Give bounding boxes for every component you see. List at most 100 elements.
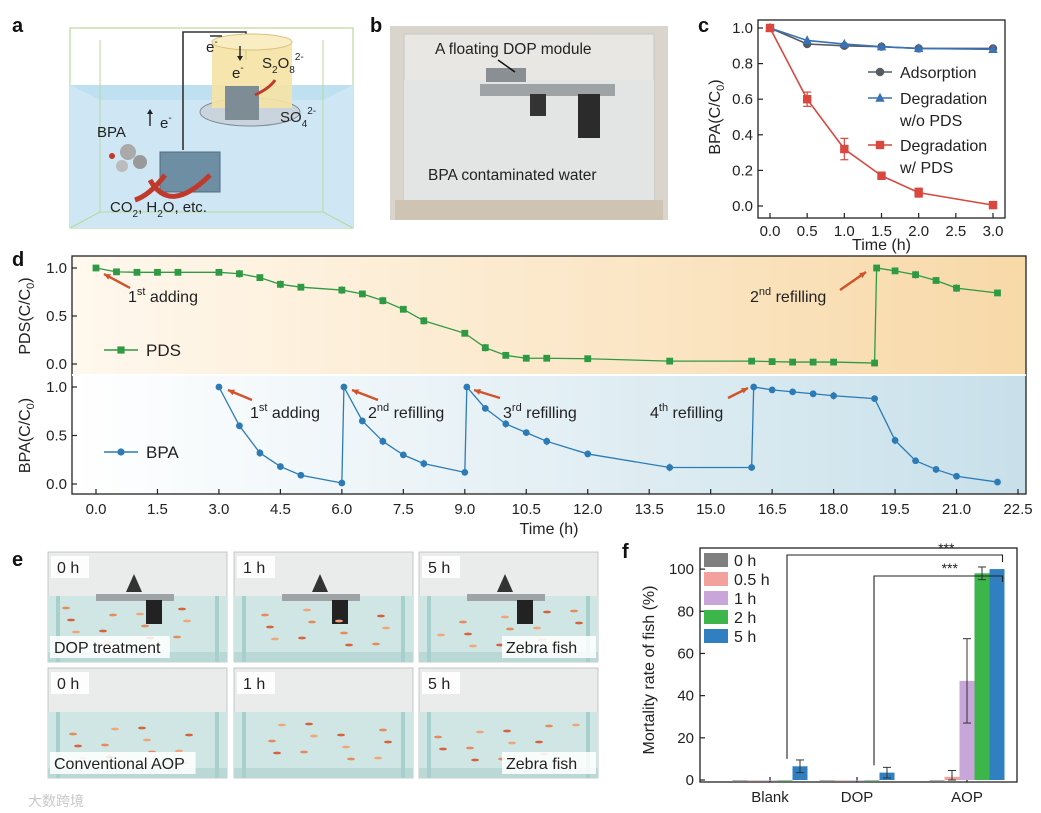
x-tick-label: 21.0	[942, 501, 971, 518]
legend-label: 5 h	[734, 629, 756, 646]
legend-swatch	[704, 591, 728, 605]
photo-electrode	[332, 600, 348, 624]
fish-icon	[72, 630, 80, 634]
data-point	[802, 95, 812, 104]
data-point	[236, 270, 243, 278]
legend-marker	[117, 448, 125, 456]
legend-label: 0.5 h	[734, 572, 770, 589]
chart-d: 0.0 0.5 1.0 PDS(C/C0) PDS 0.0 0.5 1.0 BPA(C/C0) B…	[17, 255, 1033, 538]
legend-marker	[875, 67, 885, 77]
fish-icon	[62, 606, 70, 610]
x-axis-label: Time (h)	[852, 237, 911, 254]
legend-label: w/ PDS	[899, 160, 953, 177]
y-tick-label: 40	[677, 688, 694, 705]
photo-tank-base	[234, 768, 413, 778]
legend-label: 0 h	[734, 553, 756, 570]
bpa-molecule-icon	[109, 144, 147, 172]
fish-icon	[377, 614, 385, 618]
data-point	[765, 23, 775, 33]
data-point	[932, 277, 940, 284]
bar	[732, 780, 748, 781]
data-point	[809, 358, 817, 366]
plot-frame	[699, 547, 1018, 783]
floating-module	[480, 84, 615, 96]
photo-cell: 5 h Zebra fish	[418, 551, 599, 663]
fish-icon	[278, 723, 286, 727]
significance-label: ***	[942, 560, 959, 576]
electrode-dark-right	[578, 94, 600, 138]
data-point	[830, 358, 837, 366]
data-point	[174, 268, 182, 276]
data-point	[420, 460, 428, 468]
fish-icon	[141, 624, 149, 628]
data-point	[666, 357, 674, 365]
photo-electrode	[517, 600, 533, 624]
chart-c: 0.0 0.5 1.0 1.5 2.0 2.5 3.00.00.20.40.60.81.0T…	[707, 19, 1006, 254]
data-point	[584, 355, 592, 363]
photo-electrode-top	[126, 574, 142, 592]
watermark: 大数跨境	[28, 794, 84, 810]
data-point	[748, 464, 756, 471]
time-badge	[51, 672, 89, 694]
photo-floating-module	[467, 594, 545, 601]
data-point	[420, 317, 428, 325]
bar	[989, 569, 1005, 780]
panel-c: c 0.0 0.5 1.0 1.5 2.0 2.5 3.0 0.0 0.2 0.4 0.6 0.8 1.…	[698, 15, 1006, 254]
data-point	[461, 468, 469, 476]
annotation-arrowhead-icon	[228, 389, 235, 396]
y-tick-label: 100	[669, 561, 694, 578]
x-tick-label: 18.0	[819, 501, 848, 518]
data-point	[809, 390, 817, 398]
data-point	[133, 268, 141, 276]
data-point	[215, 383, 223, 391]
data-point	[358, 417, 366, 425]
data-point	[913, 43, 924, 53]
fish-icon	[67, 618, 75, 622]
fish-icon	[459, 620, 467, 624]
photo-time-label: 0 h	[57, 676, 79, 693]
data-point	[463, 383, 471, 391]
fish-icon	[335, 619, 343, 623]
fish-icon	[268, 739, 276, 743]
data-point	[502, 351, 510, 359]
photo-cell: 0 h DOP treatment	[47, 551, 228, 663]
photo-time-label: 1 h	[243, 560, 265, 577]
annotation-arrowhead-icon	[352, 389, 359, 396]
x-tick-label: 9.0	[454, 501, 475, 518]
photo-electrode	[146, 600, 162, 624]
photo-floating-module	[96, 594, 174, 601]
annotation-label: 1st adding	[250, 402, 320, 422]
data-point	[236, 422, 243, 430]
electron-arrowhead-icon	[237, 56, 243, 61]
label-bpa: BPA	[97, 124, 126, 141]
significance-label: ***	[938, 540, 955, 556]
photo-time-label: 5 h	[428, 560, 450, 577]
fish-icon	[310, 734, 318, 738]
fish-icon	[374, 756, 382, 760]
fish-icon	[437, 633, 445, 637]
data-point	[358, 290, 366, 298]
bar	[929, 780, 945, 781]
photo-b-water	[404, 80, 654, 202]
activation-arrow-icon	[254, 79, 277, 97]
fish-icon	[379, 728, 387, 732]
x-tick-label: 0.0	[86, 501, 107, 518]
y-tick-label: 0.6	[732, 91, 753, 108]
data-point	[912, 271, 919, 279]
photo-floating-module	[282, 594, 360, 601]
data-point	[584, 450, 592, 458]
series-line-top	[95, 267, 998, 364]
degradation-arrow-2-icon	[134, 173, 167, 203]
fish-icon	[570, 609, 578, 613]
data-point	[113, 268, 120, 276]
photo-cell: 1 h	[233, 551, 414, 663]
electron-arrowhead-up-icon	[147, 109, 153, 114]
data-point	[871, 359, 878, 367]
y-tick-label: 0.0	[46, 356, 67, 373]
fish-icon	[101, 743, 109, 747]
fish-icon	[143, 738, 151, 742]
data-point	[912, 457, 919, 465]
photo-water	[234, 712, 413, 778]
caption-badge	[50, 636, 170, 658]
data-point	[994, 289, 1001, 297]
